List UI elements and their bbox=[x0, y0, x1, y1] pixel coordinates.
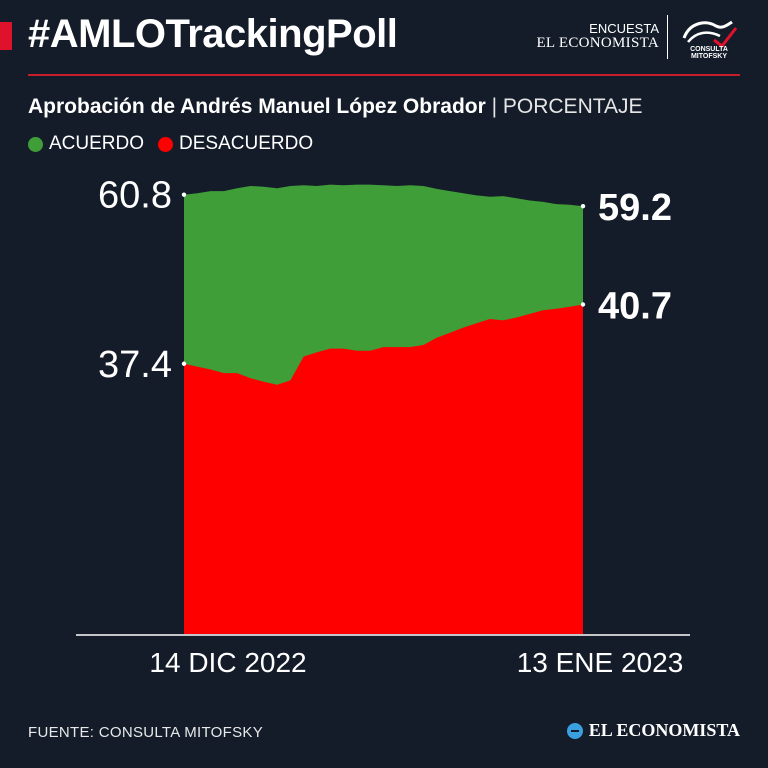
legend-swatch-acuerdo bbox=[28, 136, 43, 152]
el-economista-mark-icon bbox=[566, 722, 583, 739]
accent-bar bbox=[0, 22, 12, 50]
brand-line-survey: ENCUESTA bbox=[589, 21, 659, 37]
label-desacuerdo-start: 37.4 bbox=[98, 344, 172, 386]
legend-item-desacuerdo: DESACUERDO bbox=[158, 133, 313, 155]
legend-swatch-desacuerdo bbox=[158, 136, 174, 152]
subtitle-main: Aprobación de Andrés Manuel López Obrado… bbox=[28, 95, 486, 118]
label-desacuerdo-end: 40.7 bbox=[598, 286, 672, 328]
legend-item-acuerdo: ACUERDO bbox=[28, 133, 144, 155]
series-area-desacuerdo bbox=[184, 304, 583, 634]
header-divider bbox=[28, 74, 740, 76]
marker-desacuerdo-start bbox=[181, 361, 187, 366]
chart-subtitle: Aprobación de Andrés Manuel López Obrado… bbox=[28, 95, 643, 119]
label-acuerdo-start: 60.8 bbox=[98, 175, 172, 217]
page-title: #AMLOTrackingPoll bbox=[28, 12, 398, 56]
brand-line-newspaper: EL ECONOMISTA bbox=[536, 34, 659, 51]
consulta-mitofsky-logo: CONSULTA MITOFSKY bbox=[676, 14, 742, 60]
source-note: FUENTE: CONSULTA MITOFSKY bbox=[28, 724, 264, 741]
legend-label-desacuerdo: DESACUERDO bbox=[179, 133, 314, 154]
marker-acuerdo-end bbox=[580, 204, 586, 209]
brand-separator bbox=[667, 15, 668, 59]
brand-text: ENCUESTA EL ECONOMISTA bbox=[536, 22, 659, 51]
legend-label-acuerdo: ACUERDO bbox=[49, 133, 145, 154]
subtitle-unit: | PORCENTAJE bbox=[485, 95, 643, 118]
marker-acuerdo-start bbox=[181, 192, 187, 197]
mitofsky-label: CONSULTA MITOFSKY bbox=[690, 46, 728, 60]
legend: ACUERDO DESACUERDO bbox=[28, 133, 327, 155]
label-acuerdo-end: 59.2 bbox=[598, 187, 672, 229]
x-tick-end: 13 ENE 2023 bbox=[517, 647, 684, 678]
x-tick-start: 14 DIC 2022 bbox=[149, 647, 306, 678]
survey-brand: ENCUESTA EL ECONOMISTA CONSULTA MITOFSKY bbox=[536, 14, 742, 60]
footer-logo-text: EL ECONOMISTA bbox=[588, 720, 740, 740]
marker-desacuerdo-end bbox=[580, 302, 586, 307]
mitofsky-emblem-icon bbox=[682, 20, 738, 49]
el-economista-logo: EL ECONOMISTA bbox=[566, 720, 740, 741]
